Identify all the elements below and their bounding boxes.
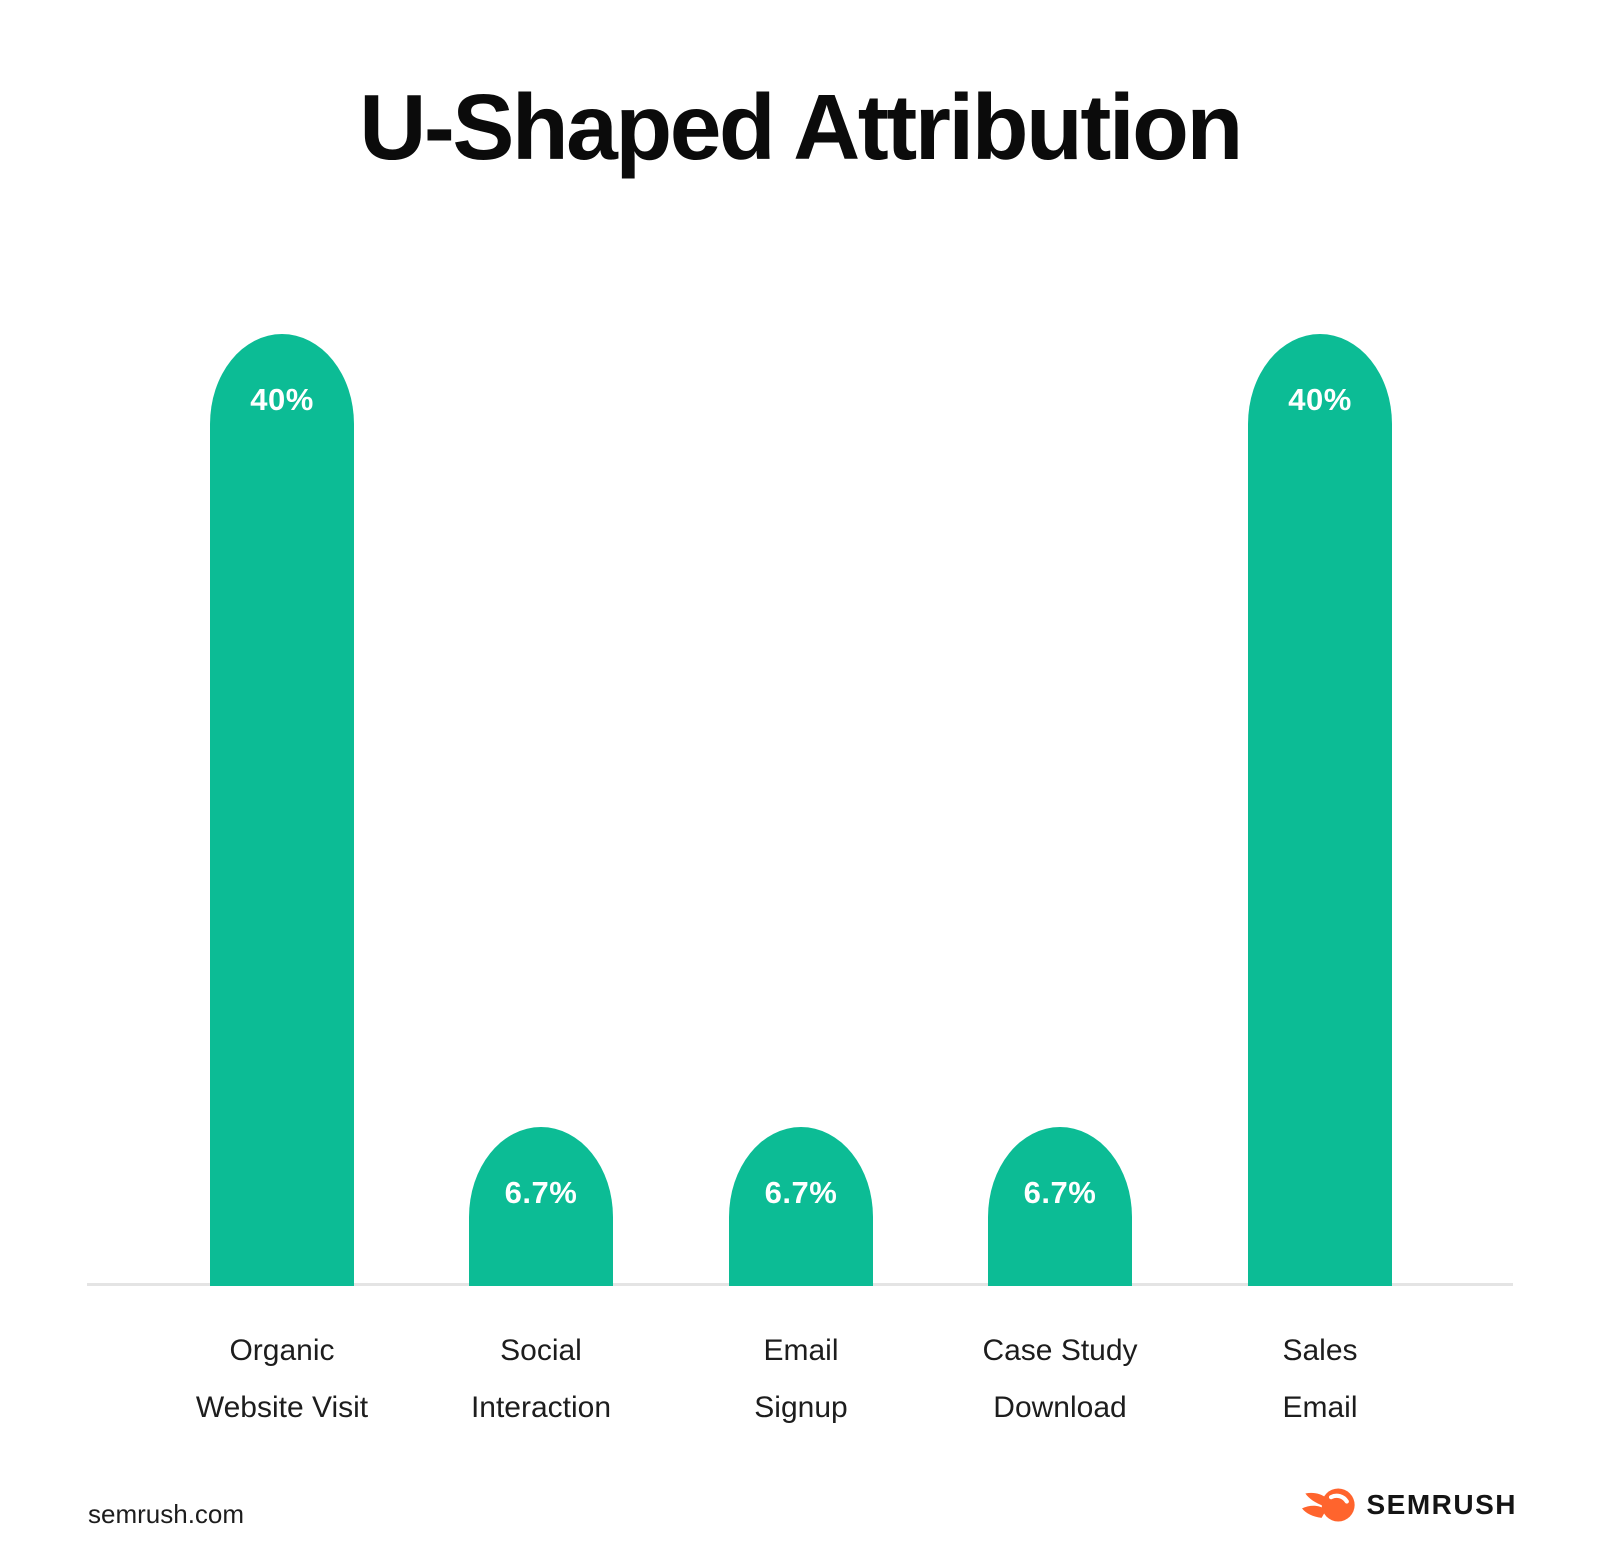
bar-value-label: 40%: [1288, 382, 1352, 417]
category-label-line: Organic: [229, 1334, 335, 1367]
category-label-line: Social: [500, 1334, 582, 1367]
bar-social-interaction: 6.7%: [469, 1127, 613, 1286]
category-label-line: Download: [993, 1391, 1127, 1424]
category-label-social-interaction: Social Interaction: [391, 1322, 691, 1436]
bar-sales-email: 40%: [1248, 334, 1392, 1286]
category-label-line: Email: [1282, 1391, 1358, 1424]
category-label-line: Case Study: [982, 1334, 1138, 1367]
bar-value-label: 6.7%: [1023, 1175, 1097, 1210]
bar-organic-website-visit: 40%: [210, 334, 354, 1286]
category-label-email-signup: Email Signup: [651, 1322, 951, 1436]
bar-value-label: 6.7%: [504, 1175, 578, 1210]
bar-case-study-download: 6.7%: [988, 1127, 1132, 1286]
category-label-line: Signup: [754, 1391, 848, 1424]
category-label-line: Email: [763, 1334, 839, 1367]
category-label-organic-website-visit: Organic Website Visit: [132, 1322, 432, 1436]
chart-title: U-Shaped Attribution: [359, 75, 1243, 179]
category-label-line: Interaction: [470, 1391, 612, 1424]
category-label-case-study-download: Case Study Download: [910, 1322, 1210, 1436]
bar-email-signup: 6.7%: [729, 1127, 873, 1286]
category-label-sales-email: Sales Email: [1170, 1322, 1470, 1436]
bar-value-label: 40%: [250, 382, 314, 417]
category-label-line: Sales: [1282, 1334, 1358, 1367]
semrush-logo: SEMRUSH: [1302, 1486, 1517, 1524]
semrush-wordmark: SEMRUSH: [1366, 1489, 1517, 1520]
semrush-comet-icon: [1302, 1486, 1356, 1524]
category-label-line: Website Visit: [195, 1391, 369, 1424]
source-website-text: semrush.com: [88, 1499, 245, 1529]
bar-value-label: 6.7%: [764, 1175, 838, 1210]
